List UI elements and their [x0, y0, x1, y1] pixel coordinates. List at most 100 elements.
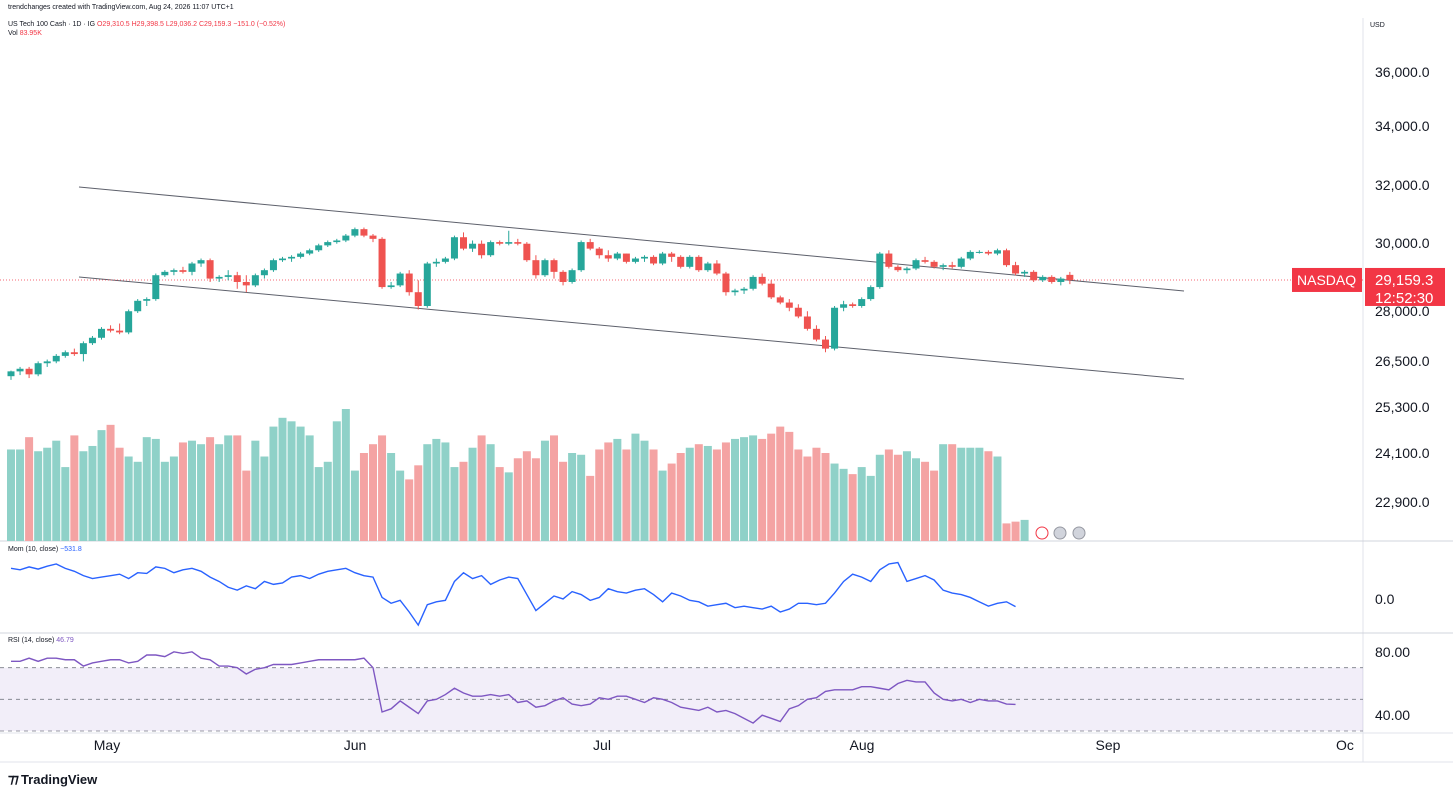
symbol-legend[interactable]: US Tech 100 Cash · 1D · IG O29,310.5 H29…: [8, 21, 285, 28]
momentum-title: Mom (10, close): [8, 546, 59, 553]
volume-bar: [369, 444, 377, 541]
volume-bar: [694, 444, 703, 541]
candle-body: [722, 273, 730, 293]
candle-body: [251, 275, 259, 286]
currency-label[interactable]: USD: [1370, 22, 1385, 29]
event-icons: [1035, 526, 1086, 540]
volume-bar: [495, 467, 504, 541]
volume-bar: [97, 430, 106, 541]
volume-bar: [957, 447, 966, 541]
candle-body: [161, 271, 169, 276]
candle-body: [785, 302, 793, 308]
candle-body: [351, 229, 359, 236]
candle-body: [668, 253, 676, 257]
volume-bar: [948, 444, 957, 541]
rsi-legend[interactable]: RSI (14, close) 46.79: [8, 637, 74, 644]
candle-body: [966, 251, 974, 259]
ohlc-values: O29,310.5 H29,398.5 L29,036.2 C29,159.3 …: [96, 21, 286, 28]
volume-bar: [649, 449, 658, 541]
volume-bar: [251, 440, 260, 541]
candle-body: [831, 307, 839, 349]
candle-body: [559, 271, 567, 282]
volume-bar: [188, 440, 196, 541]
volume-bar: [305, 435, 314, 541]
candle-body: [613, 253, 621, 259]
candle-body: [79, 343, 87, 355]
volume-bar: [169, 456, 178, 541]
volume-bar: [812, 447, 821, 541]
candle-body: [324, 242, 332, 246]
candle-body: [387, 285, 395, 288]
volume-bar: [70, 435, 79, 541]
momentum-legend[interactable]: Mom (10, close) −531.8: [8, 546, 82, 553]
volume-bar: [25, 437, 34, 541]
price-tick-label: 24,100.0: [1375, 445, 1430, 461]
volume-bar: [568, 453, 577, 541]
volume-value: 83.95K: [19, 30, 42, 37]
price-tick-label: 26,500.0: [1375, 353, 1430, 369]
volume-bar: [160, 461, 169, 541]
candle-body: [460, 237, 467, 249]
volume-bar: [7, 449, 15, 541]
volume-bar: [866, 475, 875, 541]
volume-bar: [79, 451, 88, 541]
candle-body: [568, 270, 576, 282]
volume-bar: [287, 421, 296, 541]
volume-bar: [133, 461, 142, 541]
price-tick-label: 28,000.0: [1375, 303, 1430, 319]
candle-body: [478, 243, 486, 256]
volume-bar: [441, 442, 450, 541]
candle-body: [179, 270, 187, 272]
candle-body: [152, 275, 160, 300]
candle-body: [34, 363, 42, 375]
volume-bar: [767, 433, 776, 541]
candle-body: [758, 276, 766, 284]
volume-bar: [197, 444, 206, 541]
candle-body: [98, 328, 105, 338]
volume-bar: [785, 431, 794, 541]
candle-body: [523, 243, 531, 261]
volume-bar: [106, 424, 115, 541]
volume-bar: [387, 453, 396, 541]
volume-bar: [984, 451, 993, 541]
candle-body: [939, 265, 947, 267]
candle-body: [767, 283, 775, 298]
volume-bar: [758, 438, 767, 541]
volume-bar: [776, 426, 785, 541]
volume-bar: [396, 470, 405, 541]
volume-bar: [459, 461, 468, 541]
volume-bar: [577, 454, 586, 541]
candle-body: [957, 258, 965, 267]
volume-bar: [242, 470, 251, 541]
candle-body: [342, 235, 350, 241]
candle-body: [288, 256, 296, 259]
volume-bar: [893, 454, 902, 541]
candle-body: [1003, 250, 1010, 266]
candle-body: [269, 260, 277, 271]
last-price-label: 29,159.3: [1375, 272, 1433, 289]
candle-body: [993, 250, 1001, 254]
candle-body: [704, 263, 712, 271]
candle-body: [541, 260, 549, 276]
volume-bar: [658, 470, 667, 541]
axes: 36,000.0 34,000.0 32,000.0 30,000.0 28,000.0…: [94, 64, 1445, 753]
candle-body: [740, 288, 748, 291]
volume-bar: [731, 438, 739, 541]
candle-body: [903, 268, 911, 271]
rsi-line: [11, 651, 1016, 724]
volume-bar: [559, 461, 568, 541]
candle-body: [206, 260, 214, 279]
volume-legend[interactable]: Vol 83.95K: [8, 30, 42, 37]
volume-bar: [921, 461, 930, 541]
candle-body: [912, 260, 920, 269]
volume-bar: [115, 447, 124, 541]
volume-bar: [676, 453, 685, 541]
volume-bar: [640, 440, 649, 541]
volume-bar: [215, 444, 224, 541]
volume-bar: [414, 465, 423, 541]
candle-body: [776, 297, 784, 303]
tradingview-logo[interactable]: ⁊⁊ TradingView: [8, 771, 97, 787]
volume-bar: [667, 463, 676, 541]
rsi-tick-label: 80.00: [1375, 644, 1410, 660]
